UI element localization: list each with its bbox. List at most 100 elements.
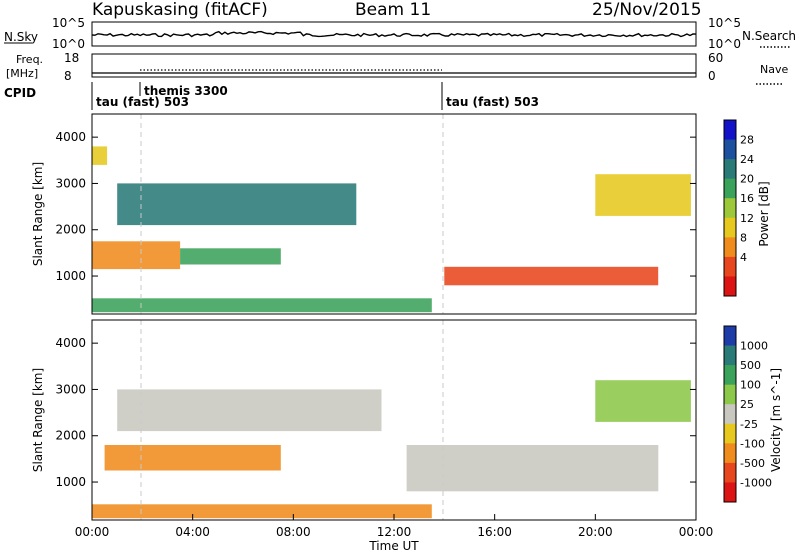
station-title: Kapuskasing (fitACF) — [92, 0, 268, 20]
nave-label: Nave — [760, 63, 788, 76]
colorbar-swatch — [724, 482, 736, 503]
colorbar-tick-label: 24 — [740, 153, 754, 166]
nsky-label: N.Sky — [4, 30, 38, 44]
freq-frame — [91, 53, 697, 78]
power-region-0 — [92, 298, 432, 313]
colorbar-tick-label: 12 — [740, 212, 754, 225]
x-tick-label: 12:00 — [377, 525, 412, 539]
y-tick-label: 3000 — [55, 382, 86, 396]
power-colorbar-label: Power [dB] — [757, 181, 771, 246]
velocity-heatmap — [92, 380, 691, 519]
colorbar-tick-label: 25 — [740, 398, 754, 411]
cpid-segment-tau-1: tau (fast) 503 — [96, 95, 189, 109]
x-tick-label: 00:00 — [75, 525, 110, 539]
colorbar-swatch — [724, 276, 736, 297]
nave-tick-top: 60 — [708, 51, 723, 65]
cpid-label: CPID — [4, 86, 36, 100]
velocity-region-2 — [117, 389, 382, 432]
power-panel: 1000 2000 3000 4000 Slant Range [km] 28 24 20… — [31, 113, 771, 315]
colorbar-swatch — [724, 178, 736, 199]
colorbar-swatch — [724, 198, 736, 219]
power-frame — [91, 113, 697, 315]
colorbar-swatch — [724, 384, 736, 405]
freq-label: Freq. — [16, 53, 43, 66]
y-tick-label: 4000 — [55, 336, 86, 350]
x-axis-label: Time UT — [368, 539, 419, 553]
power-region-5 — [444, 266, 659, 286]
cpid-strip: CPID themis 3300 tau (fast) 503 tau (fas… — [4, 82, 539, 110]
nsky-trace — [91, 30, 697, 38]
power-heatmap — [92, 146, 691, 313]
velocity-region-3 — [406, 445, 659, 492]
nsky-strip: N.Sky 10^5 10^0 10^5 10^0 N.Search — [4, 16, 796, 51]
y-tick-label: 1000 — [55, 475, 86, 489]
colorbar-tick-label: 20 — [740, 173, 754, 186]
freq-unit: [MHz] — [6, 67, 38, 80]
colorbar-swatch — [724, 365, 736, 386]
x-tick-label: 20:00 — [578, 525, 613, 539]
y-tick-label: 3000 — [55, 176, 86, 190]
colorbar-tick-label: 28 — [740, 134, 754, 147]
power-region-6 — [595, 174, 691, 216]
colorbar-tick-label: 8 — [740, 231, 747, 244]
colorbar-tick-label: 100 — [740, 379, 761, 392]
colorbar-tick-label: -25 — [740, 418, 758, 431]
freq-tick-top: 18 — [64, 51, 79, 65]
y-tick-label: 4000 — [55, 130, 86, 144]
nave-tick-bottom: 0 — [708, 69, 716, 83]
colorbar-swatch — [724, 159, 736, 180]
colorbar-tick-label: -100 — [740, 437, 765, 450]
nsky-tick-bottom: 10^0 — [52, 37, 85, 51]
colorbar-swatch — [724, 462, 736, 483]
power-region-4 — [92, 146, 108, 165]
cpid-segment-tau-2: tau (fast) 503 — [446, 95, 539, 109]
date-title: 25/Nov/2015 — [592, 0, 702, 20]
freq-strip: Freq. [MHz] 18 8 60 0 Nave — [6, 51, 788, 85]
velocity-colorbar-label: Velocity [m s^-1] — [769, 368, 783, 472]
power-region-1 — [92, 241, 181, 270]
colorbar-swatch — [724, 345, 736, 366]
cpid-segment-themis: themis 3300 — [144, 84, 228, 98]
colorbar-swatch — [724, 120, 736, 141]
power-y-ticks: 1000 2000 3000 4000 — [55, 130, 696, 283]
colorbar-swatch — [724, 443, 736, 464]
y-tick-label: 1000 — [55, 269, 86, 283]
velocity-region-0 — [92, 504, 432, 519]
colorbar-swatch — [724, 423, 736, 444]
nsearch-tick-bottom: 10^0 — [708, 37, 741, 51]
colorbar-tick-label: -1000 — [740, 476, 772, 489]
colorbar-frame — [723, 325, 737, 503]
colorbar-swatch — [724, 326, 736, 347]
power-region-2 — [180, 248, 281, 265]
velocity-colorbar: 1000 500 100 25 -25 -100 -500 -1000 — [723, 325, 772, 503]
colorbar-tick-label: 500 — [740, 359, 761, 372]
velocity-y-ticks: 1000 2000 3000 4000 — [55, 336, 696, 489]
x-tick-label: 08:00 — [276, 525, 311, 539]
y-tick-label: 2000 — [55, 429, 86, 443]
freq-tick-bottom: 8 — [64, 69, 72, 83]
colorbar-swatch — [724, 237, 736, 258]
colorbar-frame — [723, 119, 737, 297]
colorbar-tick-label: 16 — [740, 192, 754, 205]
power-y-label: Slant Range [km] — [31, 162, 45, 266]
colorbar-swatch — [724, 139, 736, 160]
nsearch-tick-top: 10^5 — [708, 16, 741, 30]
colorbar-swatch — [724, 256, 736, 277]
nsky-tick-top: 10^5 — [52, 16, 85, 30]
colorbar-tick-label: -500 — [740, 457, 765, 470]
velocity-region-4 — [595, 380, 691, 422]
colorbar-swatch — [724, 217, 736, 238]
y-tick-label: 2000 — [55, 223, 86, 237]
power-colorbar: 28 24 20 16 12 8 4 — [723, 119, 754, 297]
colorbar-swatch — [724, 404, 736, 425]
velocity-panel: 1000 2000 3000 4000 00:00 04:00 08:00 12:00 16:… — [31, 319, 783, 553]
colorbar-tick-label: 4 — [740, 251, 747, 264]
power-region-3 — [117, 183, 357, 226]
velocity-y-label: Slant Range [km] — [31, 368, 45, 472]
velocity-region-1 — [104, 445, 281, 471]
x-tick-label: 04:00 — [175, 525, 210, 539]
beam-title: Beam 11 — [355, 0, 432, 20]
x-tick-label: 16:00 — [477, 525, 512, 539]
velocity-x-ticks: 00:00 04:00 08:00 12:00 16:00 20:00 00:00 — [75, 514, 713, 539]
